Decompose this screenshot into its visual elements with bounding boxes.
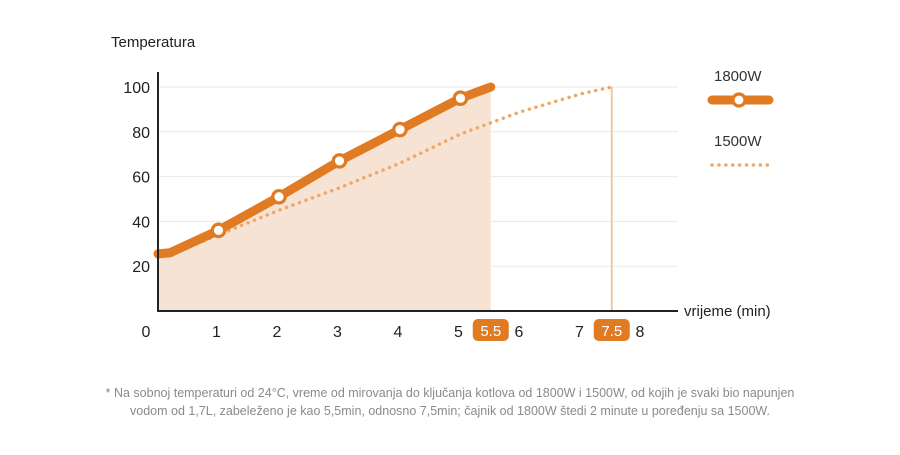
y-tick-labels: 20 40 60 80 100: [123, 80, 150, 276]
y-tick-label: 100: [123, 80, 150, 97]
fill-area: [158, 87, 613, 311]
badge-1500w: 7.5: [593, 319, 630, 341]
x-tick-label: 1: [212, 324, 221, 341]
badge-label: 7.5: [601, 323, 622, 340]
y-tick-label: 60: [132, 170, 150, 187]
x-tick-labels: 0 1 2 3 4 5 6 7 8: [142, 324, 645, 341]
legend-marker-1800w: [731, 92, 747, 108]
area-1800w: [158, 87, 491, 311]
legend-label-1500w: 1500W: [714, 133, 762, 150]
data-point-1800w: [210, 222, 227, 239]
data-point-1800w: [392, 121, 408, 138]
x-tick-label: 5: [454, 324, 463, 341]
x-tick-label: 2: [273, 324, 282, 341]
x-tick-label: 8: [636, 324, 645, 341]
series-lines: [153, 82, 614, 259]
x-tick-label: 3: [333, 324, 342, 341]
data-point-1800w: [271, 188, 287, 205]
x-axis-title: vrijeme (min): [684, 303, 771, 320]
axes: Temperatura vrijeme (min): [111, 34, 771, 320]
data-point-1800w: [452, 90, 469, 106]
legend: 1800W 1500W: [707, 68, 774, 167]
x-tick-label: 4: [394, 324, 403, 341]
series-line-1500w: [156, 85, 614, 259]
y-tick-label: 40: [132, 214, 150, 231]
y-tick-label: 80: [132, 125, 150, 142]
legend-item-1800w: 1800W: [707, 68, 774, 108]
y-tick-label: 20: [132, 259, 150, 276]
data-point-1800w: [331, 153, 348, 169]
badge-label: 5.5: [480, 323, 501, 340]
footnote-line: vodom od 1,7L, zabeleženo je kao 5,5min,…: [130, 404, 770, 418]
x-tick-label: 7: [575, 324, 584, 341]
y-axis-title: Temperatura: [111, 34, 196, 51]
badge-background: [593, 319, 630, 341]
end-badges: 5.5 7.5: [472, 319, 630, 341]
legend-label-1800w: 1800W: [714, 68, 762, 85]
badge-1800w: 5.5: [472, 319, 509, 341]
x-tick-label: 0: [142, 324, 151, 341]
badge-background: [472, 319, 509, 341]
x-tick-label: 6: [515, 324, 524, 341]
footnote: * Na sobnoj temperaturi od 24°C, vreme o…: [60, 384, 840, 420]
legend-item-1500w: 1500W: [710, 133, 771, 167]
footnote-line: * Na sobnoj temperaturi od 24°C, vreme o…: [105, 386, 795, 400]
